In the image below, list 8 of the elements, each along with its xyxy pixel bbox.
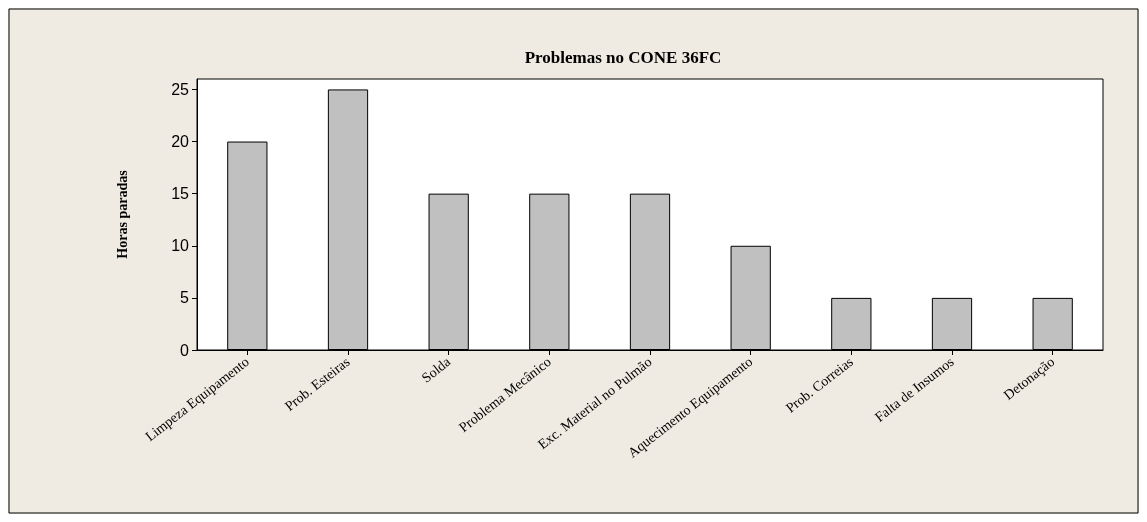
- y-tick-label: 5: [180, 289, 190, 307]
- y-tick-label: 25: [171, 80, 190, 98]
- y-tick-label: 15: [171, 185, 190, 203]
- chart-title: Problemas no CONE 36FC: [524, 48, 722, 67]
- y-tick-label: 0: [180, 341, 190, 359]
- y-axis-title: Horas paradas: [114, 169, 130, 259]
- y-tick-label: 10: [171, 237, 190, 255]
- y-tick-label: 20: [171, 133, 190, 151]
